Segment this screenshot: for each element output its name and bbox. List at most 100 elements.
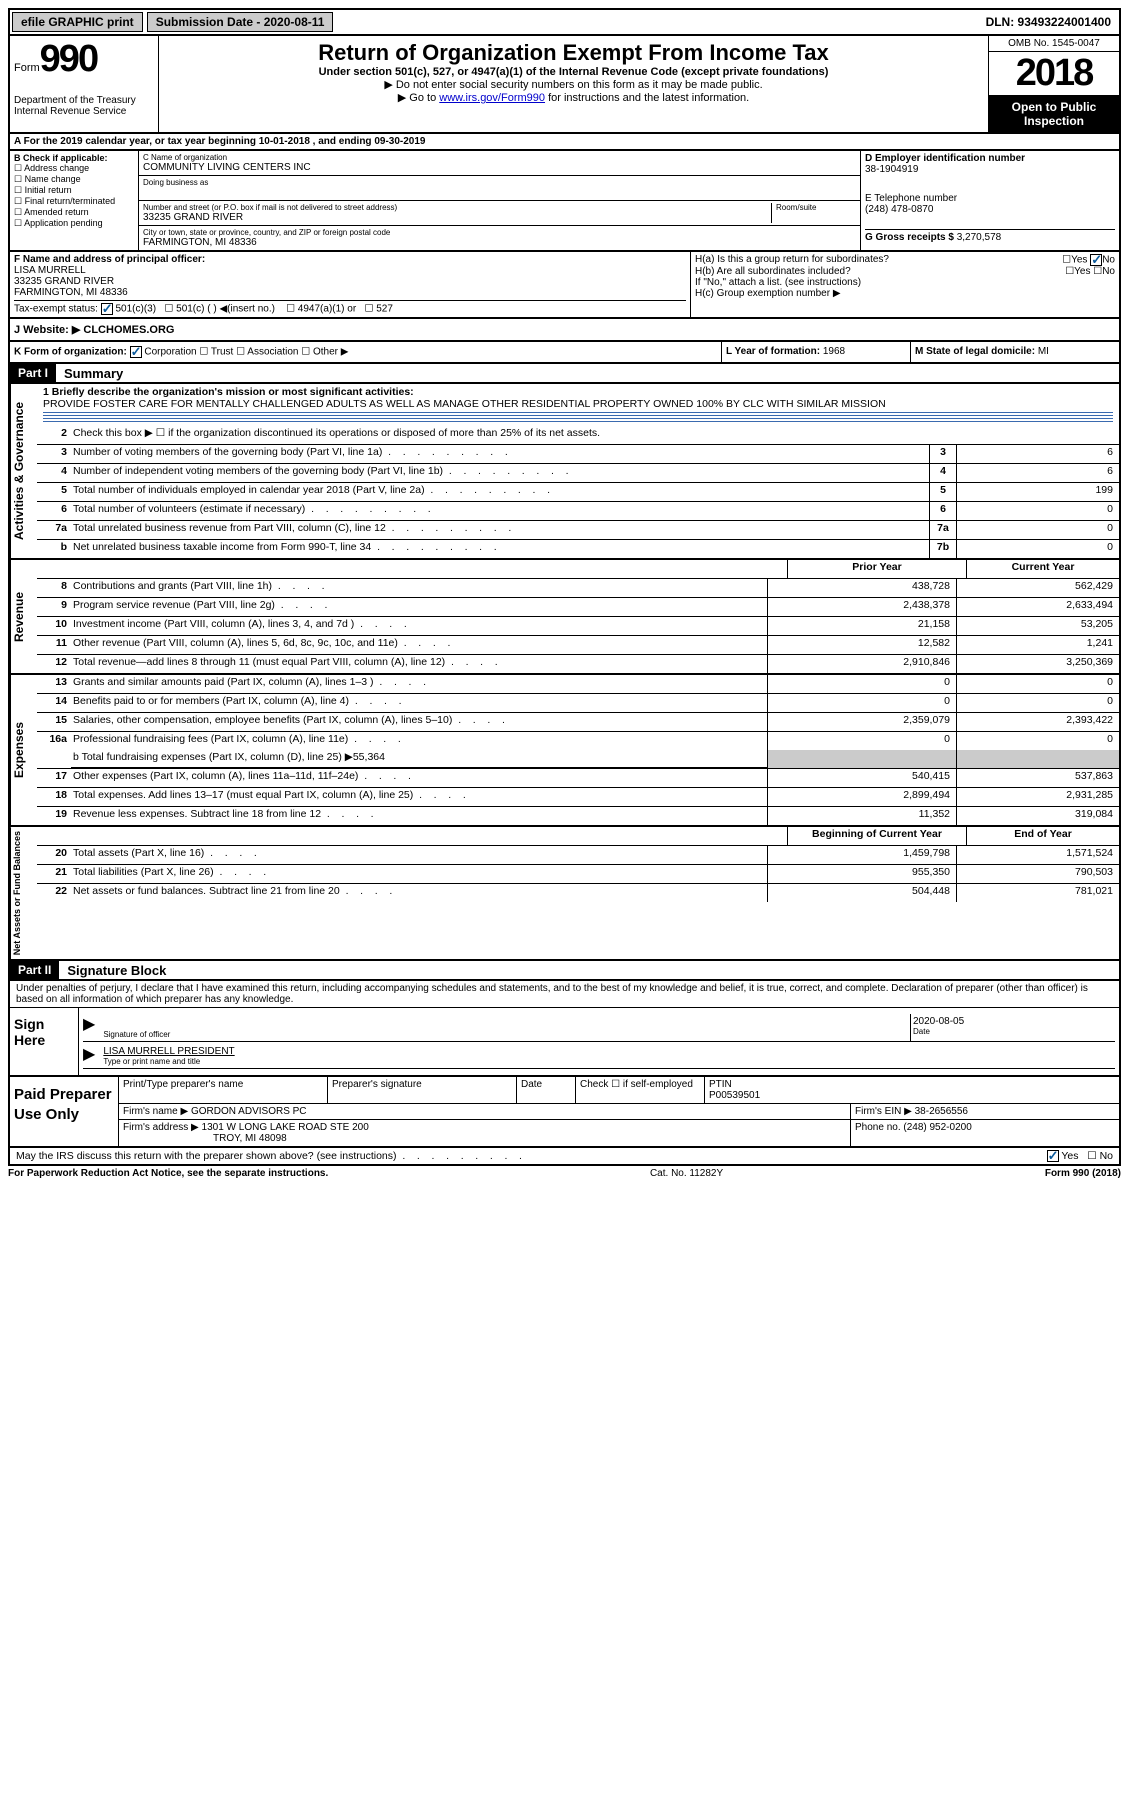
side-netassets: Net Assets or Fund Balances — [10, 827, 37, 959]
ptin-label: PTIN — [709, 1079, 732, 1090]
ha-no[interactable] — [1090, 254, 1102, 266]
officer-name: LISA MURRELL — [14, 265, 686, 276]
firm-phone-label: Phone no. — [855, 1122, 903, 1133]
table-row: 11 Other revenue (Part VIII, column (A),… — [37, 636, 1119, 655]
sig-date-label: Date — [913, 1027, 1113, 1036]
officer-label: F Name and address of principal officer: — [14, 254, 205, 265]
gross-receipts: 3,270,578 — [957, 232, 1002, 243]
klm-row: K Form of organization: Corporation ☐ Tr… — [8, 342, 1121, 364]
chk-501c3[interactable] — [101, 303, 113, 315]
ein-label: D Employer identification number — [865, 153, 1115, 164]
org-name-label: C Name of organization — [143, 153, 856, 162]
table-row: 12 Total revenue—add lines 8 through 11 … — [37, 655, 1119, 673]
check-b-title: B Check if applicable: — [14, 153, 134, 163]
sig-officer-label: Signature of officer — [103, 1030, 908, 1039]
chk-corp[interactable] — [130, 346, 142, 358]
form990-link[interactable]: www.irs.gov/Form990 — [439, 92, 545, 104]
hb-note: If "No," attach a list. (see instruction… — [695, 277, 1115, 288]
firm-name: GORDON ADVISORS PC — [191, 1106, 307, 1117]
row-fh: F Name and address of principal officer:… — [8, 252, 1121, 319]
form-title: Return of Organization Exempt From Incom… — [163, 40, 984, 66]
part1-header: Part I Summary — [8, 364, 1121, 384]
chk-final[interactable]: ☐ Final return/terminated — [14, 196, 134, 207]
room-label: Room/suite — [776, 203, 856, 212]
dba-label: Doing business as — [143, 178, 856, 187]
firm-label: Firm's name ▶ — [123, 1106, 191, 1117]
submission-date: Submission Date - 2020-08-11 — [147, 12, 334, 32]
org-name: COMMUNITY LIVING CENTERS INC — [143, 162, 856, 173]
gov-row: 6 Total number of volunteers (estimate i… — [37, 502, 1119, 521]
addr-label: Number and street (or P.O. box if mail i… — [143, 203, 771, 212]
gross-label: G Gross receipts $ — [865, 232, 957, 243]
dept-treasury: Department of the Treasury Internal Reve… — [14, 95, 154, 117]
website[interactable]: CLCHOMES.ORG — [83, 324, 174, 336]
discuss-yes[interactable] — [1047, 1150, 1059, 1162]
footer-mid: Cat. No. 11282Y — [328, 1168, 1045, 1179]
chk-initial[interactable]: ☐ Initial return — [14, 185, 134, 196]
dln: DLN: 93493224001400 — [978, 13, 1119, 31]
form-right: OMB No. 1545-0047 2018 Open to Public In… — [988, 36, 1119, 132]
side-revenue: Revenue — [10, 560, 37, 673]
th-curr: Current Year — [966, 560, 1119, 578]
form-left: Form990 Department of the Treasury Inter… — [10, 36, 159, 132]
ein: 38-1904919 — [865, 164, 1115, 175]
chk-amended[interactable]: ☐ Amended return — [14, 207, 134, 218]
ptin: P00539501 — [709, 1090, 760, 1101]
th-prior: Prior Year — [787, 560, 966, 578]
table-row: 14 Benefits paid to or for members (Part… — [37, 694, 1119, 713]
omb-number: OMB No. 1545-0047 — [989, 36, 1119, 52]
form-sub1: Under section 501(c), 527, or 4947(a)(1)… — [163, 66, 984, 78]
officer-addr1: 33235 GRAND RIVER — [14, 276, 686, 287]
netassets-section: Net Assets or Fund Balances Beginning of… — [8, 827, 1121, 961]
revenue-section: Revenue Prior YearCurrent Year 8 Contrib… — [8, 560, 1121, 675]
line2: Check this box ▶ ☐ if the organization d… — [71, 426, 1119, 444]
discuss-text: May the IRS discuss this return with the… — [16, 1150, 397, 1162]
firm-ein-label: Firm's EIN ▶ — [855, 1106, 915, 1117]
chk-addr[interactable]: ☐ Address change — [14, 163, 134, 174]
org-addr: 33235 GRAND RIVER — [143, 212, 771, 223]
form-center: Return of Organization Exempt From Incom… — [159, 36, 988, 132]
tel-label: E Telephone number — [865, 193, 1115, 204]
table-row: 9 Program service revenue (Part VIII, li… — [37, 598, 1119, 617]
line16b: b Total fundraising expenses (Part IX, c… — [73, 751, 385, 763]
prep-h2: Preparer's signature — [328, 1077, 517, 1103]
footer-right: Form 990 (2018) — [1045, 1168, 1121, 1179]
l-year: L Year of formation: 1968 — [721, 342, 910, 362]
mission-q: 1 Briefly describe the organization's mi… — [43, 386, 414, 398]
signature-block: Under penalties of perjury, I declare th… — [8, 981, 1121, 1077]
website-row: J Website: ▶ CLCHOMES.ORG — [8, 319, 1121, 342]
prep-check[interactable]: Check ☐ if self-employed — [576, 1077, 705, 1103]
part1-title: Summary — [56, 366, 123, 381]
sig-declaration: Under penalties of perjury, I declare th… — [10, 981, 1119, 1007]
website-label: J Website: ▶ — [14, 324, 83, 336]
form-prefix: Form — [14, 62, 40, 74]
prep-h3: Date — [517, 1077, 576, 1103]
ha-label: H(a) Is this a group return for subordin… — [695, 254, 1062, 266]
efile-button[interactable]: efile GRAPHIC print — [12, 12, 143, 32]
firm-ein: 38-2656556 — [915, 1106, 968, 1117]
chk-name[interactable]: ☐ Name change — [14, 174, 134, 185]
table-row: 18 Total expenses. Add lines 13–17 (must… — [37, 788, 1119, 807]
sub3-post: for instructions and the latest informat… — [545, 92, 749, 104]
sig-name: LISA MURRELL PRESIDENT — [103, 1046, 1113, 1057]
sig-type-label: Type or print name and title — [103, 1057, 1113, 1066]
prep-h1: Print/Type preparer's name — [119, 1077, 328, 1103]
chk-pending[interactable]: ☐ Application pending — [14, 218, 134, 229]
org-city: FARMINGTON, MI 48336 — [143, 237, 856, 248]
firm-addr2: TROY, MI 48098 — [123, 1133, 287, 1144]
sig-date: 2020-08-05 — [913, 1016, 1113, 1027]
form-header: Form990 Department of the Treasury Inter… — [8, 36, 1121, 134]
mission-text: PROVIDE FOSTER CARE FOR MENTALLY CHALLEN… — [43, 398, 1113, 410]
preparer-label: Paid Preparer Use Only — [10, 1077, 119, 1146]
table-row: 10 Investment income (Part VIII, column … — [37, 617, 1119, 636]
th-end: End of Year — [966, 827, 1119, 845]
hb-label: H(b) Are all subordinates included? — [695, 266, 1065, 277]
h-block: H(a) Is this a group return for subordin… — [690, 252, 1119, 317]
officer-block: F Name and address of principal officer:… — [10, 252, 690, 317]
table-row: 16a Professional fundraising fees (Part … — [37, 732, 1119, 750]
gov-row: b Net unrelated business taxable income … — [37, 540, 1119, 558]
table-row: 21 Total liabilities (Part X, line 26) 9… — [37, 865, 1119, 884]
table-row: 15 Salaries, other compensation, employe… — [37, 713, 1119, 732]
part2-header: Part II Signature Block — [8, 961, 1121, 981]
city-label: City or town, state or province, country… — [143, 228, 856, 237]
